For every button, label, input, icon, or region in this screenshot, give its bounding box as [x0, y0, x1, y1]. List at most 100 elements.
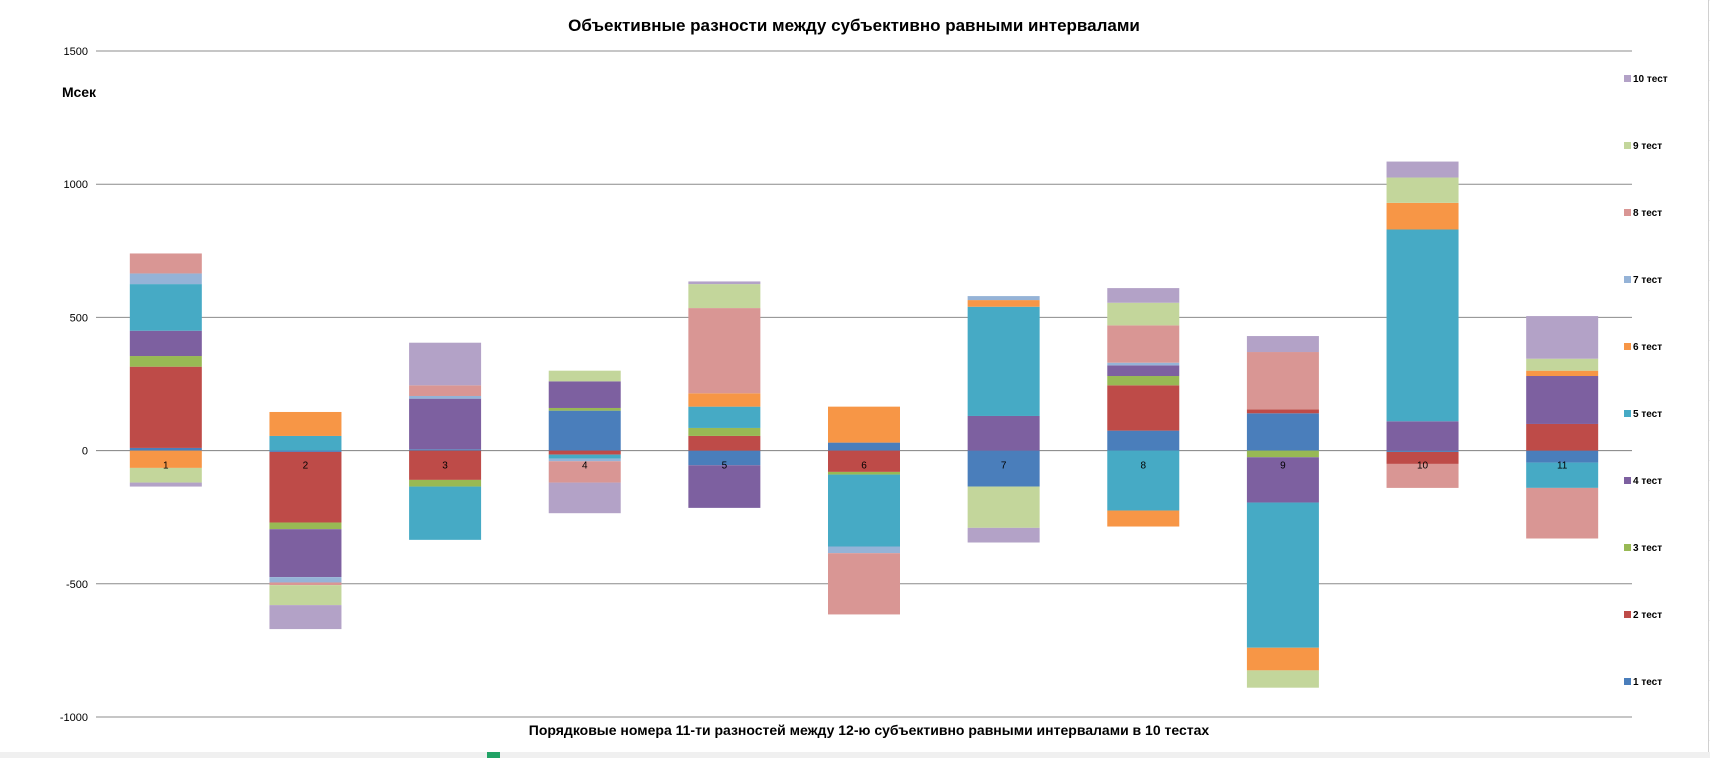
bar-segment: [548, 407, 621, 411]
chart-title: Объективные разности между субъективно р…: [568, 16, 1140, 35]
bar-segment: [688, 427, 761, 436]
category-label: 5: [722, 461, 728, 472]
bar-segment: [1526, 423, 1599, 451]
bar-segment: [828, 546, 900, 554]
legend-swatch: [1624, 209, 1631, 216]
bar-segment: [409, 385, 482, 396]
bar-segment: [688, 465, 761, 508]
bar-segment: [1246, 502, 1319, 648]
bar-segment: [1107, 365, 1180, 377]
bar-segment: [129, 330, 202, 357]
bar-segment: [1386, 451, 1459, 464]
bar-segment: [967, 300, 1040, 307]
bar-segment: [269, 585, 342, 606]
bar-segment: [269, 435, 342, 451]
legend-swatch: [1624, 276, 1631, 283]
bar-segment: [828, 450, 900, 472]
legend-label: 8 тест: [1633, 208, 1662, 219]
bar-segment: [1526, 376, 1599, 424]
bar-segment: [129, 273, 202, 285]
bar-stacks: [129, 161, 1599, 688]
category-label: 8: [1140, 461, 1146, 472]
bar-segment: [828, 471, 900, 475]
bar-segment: [548, 370, 621, 382]
bar-segment: [409, 449, 482, 451]
bar-segment: [1107, 362, 1180, 366]
legend: 10 тест 9 тест 8 тест 7 тест 6 тест 5 тест 4 т…: [1624, 74, 1668, 688]
bar-segment: [688, 406, 761, 428]
bar-segment: [1386, 229, 1459, 422]
legend-swatch: [1624, 544, 1631, 551]
bar-segment: [967, 450, 1040, 487]
bar-segment: [409, 479, 482, 487]
bar-segment: [1107, 510, 1180, 527]
bar-segment: [548, 461, 621, 483]
y-axis-label: Мсек: [62, 84, 97, 100]
bar-segment: [967, 486, 1040, 528]
bar-segment: [1526, 316, 1599, 359]
category-label: 6: [861, 461, 867, 472]
bar-segment: [688, 284, 761, 309]
bar-segment: [967, 415, 1040, 451]
legend-swatch: [1624, 477, 1631, 484]
bar-segment: [688, 281, 761, 285]
bar-segment: [1246, 670, 1319, 688]
y-tick-label: -500: [66, 579, 88, 591]
bar-segment: [1526, 462, 1599, 488]
bar-segment: [828, 474, 900, 547]
bar-segment: [129, 467, 202, 483]
legend-label: 9 тест: [1633, 141, 1662, 152]
bar-segment: [269, 577, 342, 583]
bar-segment: [129, 447, 202, 451]
legend-swatch: [1624, 142, 1631, 149]
legend-label: 4 тест: [1633, 476, 1662, 487]
bar-segment: [1386, 421, 1459, 451]
bar-segment: [409, 450, 482, 480]
bar-segment: [1107, 376, 1180, 386]
bar-segment: [1246, 409, 1319, 414]
gridlines: -1000 -500 0 500 1000 1500: [60, 46, 1632, 724]
legend-label: 7 тест: [1633, 275, 1662, 286]
category-label: 10: [1417, 461, 1429, 472]
bar-segment: [129, 450, 202, 468]
bar-segment: [409, 342, 482, 386]
bar-segment: [129, 356, 202, 367]
bar-segment: [1386, 450, 1459, 452]
category-labels: 1 2 3 4 5 6 7 8 9 10 11: [163, 461, 1568, 472]
legend-label: 1 тест: [1633, 677, 1662, 688]
bar-segment: [967, 527, 1040, 543]
bar-segment: [828, 406, 900, 443]
sheet-tab-marker[interactable]: [487, 752, 500, 758]
category-label: 3: [442, 461, 448, 472]
y-tick-label: -1000: [60, 712, 88, 724]
bar-segment: [1246, 413, 1319, 451]
bar-segment: [1107, 288, 1180, 303]
bar-segment: [269, 605, 342, 630]
bar-segment: [129, 482, 202, 487]
bar-segment: [688, 308, 761, 394]
bar-segment: [1107, 450, 1180, 511]
y-tick-label: 1000: [64, 179, 88, 191]
category-label: 9: [1280, 461, 1286, 472]
bar-segment: [548, 458, 621, 462]
category-label: 2: [303, 461, 309, 472]
bar-segment: [688, 450, 761, 466]
y-tick-label: 1500: [64, 46, 88, 58]
y-tick-label: 0: [82, 446, 88, 458]
bar-segment: [1246, 450, 1319, 458]
bar-segment: [269, 411, 342, 436]
legend-swatch: [1624, 410, 1631, 417]
bar-segment: [548, 410, 621, 451]
category-label: 11: [1557, 461, 1568, 472]
legend-swatch: [1624, 343, 1631, 350]
bar-segment: [129, 284, 202, 331]
bar-segment: [269, 522, 342, 530]
bar-segment: [1107, 430, 1180, 451]
bar-segment: [1107, 325, 1180, 363]
bar-segment: [269, 529, 342, 578]
bar-segment: [688, 435, 761, 451]
bar-segment: [967, 306, 1040, 416]
bar-segment: [1107, 385, 1180, 431]
